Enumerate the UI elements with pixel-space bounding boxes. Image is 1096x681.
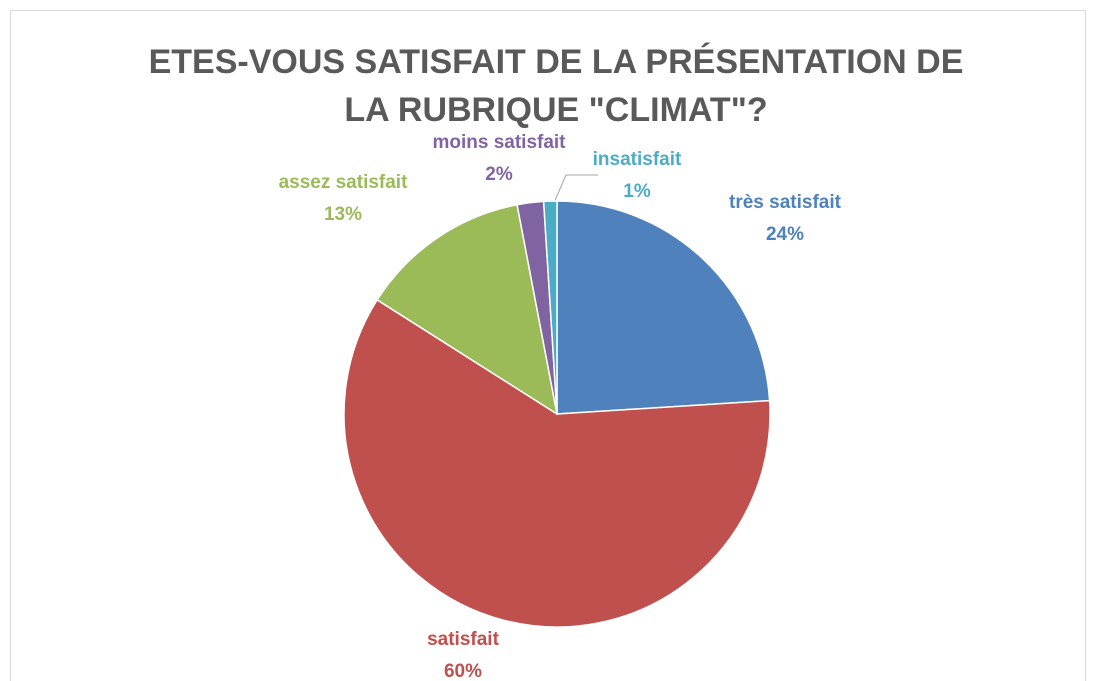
pie-slice — [376, 203, 559, 416]
chart-title: ETES-VOUS SATISFAIT DE LA PRÉSENTATION D… — [148, 43, 964, 129]
slice-value-label: 2% — [485, 164, 513, 185]
slice-value-label: 1% — [623, 181, 651, 202]
pie-slice — [556, 200, 771, 415]
slice-value-label: 60% — [444, 661, 482, 681]
slice-label: très satisfait — [729, 192, 842, 213]
pie-slice — [343, 298, 771, 628]
slice-label: satisfait — [427, 629, 499, 650]
slice-label: insatisfait — [593, 149, 682, 170]
slice-value-label: 24% — [766, 224, 804, 245]
pie-slice — [542, 200, 558, 415]
leader-line — [552, 174, 598, 206]
slice-value-label: 13% — [324, 204, 362, 225]
chart-border — [10, 10, 1086, 681]
slice-label: assez satisfait — [279, 172, 409, 193]
slice-label: moins satisfait — [432, 132, 566, 153]
